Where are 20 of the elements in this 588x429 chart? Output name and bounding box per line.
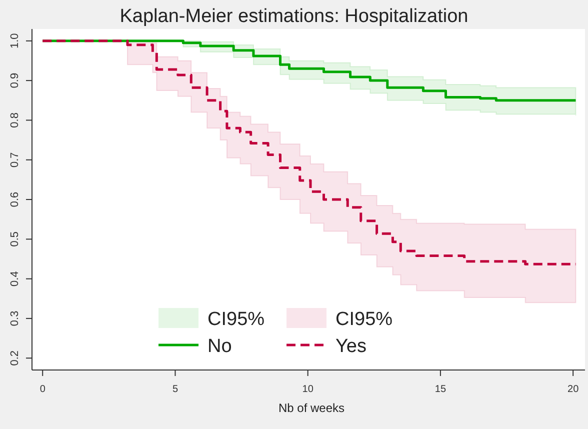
y-tick-label: 0.7 [8,152,21,168]
y-tick-label: 0.6 [8,192,21,208]
annotation: CI95% [336,309,393,330]
x-axis-title: Nb of weeks [278,401,345,415]
x-tick-label: 10 [302,384,314,395]
legend-label: No [208,336,232,357]
x-tick-label: 5 [172,384,178,395]
y-tick-label: 0.2 [8,350,21,366]
y-tick-label: 0.9 [8,72,21,88]
x-tick-label: 20 [568,384,580,395]
annotation: CI95% [208,309,265,330]
x-tick-label: 0 [40,384,46,395]
legend-label: Yes [336,336,366,357]
y-tick-label: 0.8 [8,112,21,128]
y-tick-label: 0.3 [8,310,21,326]
y-tick-label: 0.5 [8,232,21,247]
x-tick-label: 15 [434,384,446,395]
y-tick-label: 1.0 [8,33,21,49]
y-tick-label: 0.4 [8,271,21,286]
chart-title: Kaplan-Meier estimations: Hospitalization [120,6,468,27]
